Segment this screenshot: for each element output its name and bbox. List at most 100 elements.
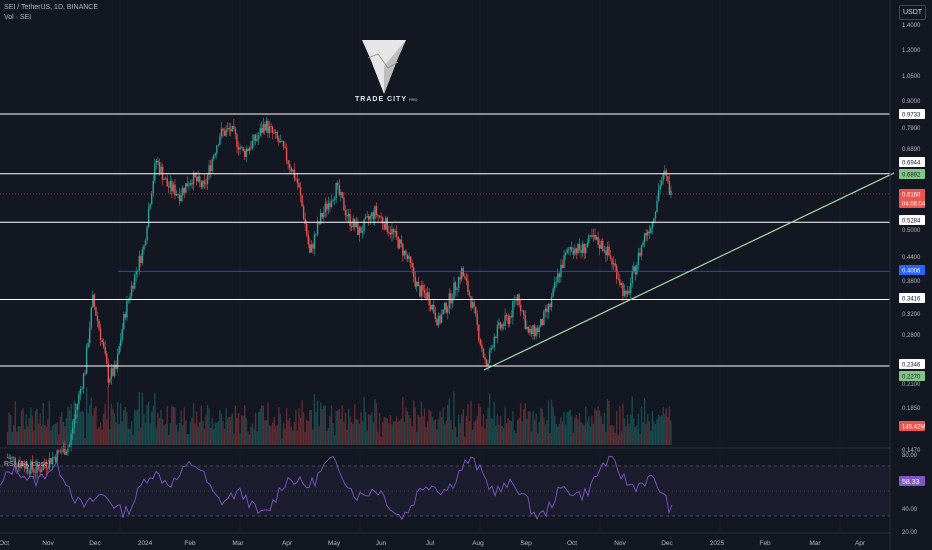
volume-legend[interactable]: Vol · SEI <box>4 14 32 21</box>
price-tick: 1.0500 <box>902 74 921 80</box>
volume-bar <box>236 417 238 445</box>
volume-bar <box>34 411 37 445</box>
volume-bar <box>360 412 362 445</box>
ascending-trendline[interactable] <box>483 172 895 371</box>
candle-body <box>288 163 291 168</box>
volume-bar <box>203 428 206 445</box>
candle-body <box>275 132 277 134</box>
rsi-legend[interactable]: RSI (14, close) <box>4 461 51 468</box>
candle-body <box>498 322 500 326</box>
volume-bar <box>28 418 30 445</box>
candle-body <box>124 314 127 318</box>
volume-bar <box>271 422 274 445</box>
volume-bar <box>319 402 322 445</box>
volume-bar <box>543 417 545 445</box>
volume-bar <box>174 407 176 445</box>
candle-body <box>23 466 26 469</box>
candle-body <box>403 250 406 256</box>
candle-body <box>70 433 72 445</box>
volume-bar <box>625 425 627 445</box>
volume-bar <box>110 403 113 445</box>
candle-body <box>574 248 576 255</box>
volume-bar <box>337 410 339 445</box>
volume-bar <box>33 430 35 445</box>
candle-body <box>375 206 378 216</box>
horizontal-levels[interactable] <box>0 113 890 367</box>
candle-body <box>572 251 575 255</box>
candle-body <box>47 468 49 469</box>
candle-body <box>82 373 85 389</box>
volume-bar <box>197 426 199 445</box>
candle-body <box>648 231 650 233</box>
volume-bar <box>90 397 92 445</box>
volume-bar <box>639 434 641 445</box>
candle-body <box>273 132 275 134</box>
candle-body <box>662 173 664 181</box>
volume-bar <box>177 431 179 445</box>
candle-body <box>540 319 542 327</box>
volume-bar <box>637 413 640 445</box>
price-axis-labels: 0.9733 0.6944 0.6892 0.6160 04:06:04 0.5284 0.… <box>899 109 926 431</box>
candle-body <box>58 450 60 452</box>
candle-body <box>166 178 168 187</box>
volume-bar <box>378 412 381 445</box>
candle-body <box>465 277 468 281</box>
volume-bar <box>555 423 557 445</box>
time-axis-labels: Oct Nov Dec 2024 Feb Mar Apr May Jun Jul Aug Sep Oct… <box>0 540 866 547</box>
volume-bar <box>501 425 503 445</box>
volume-bar <box>392 421 395 445</box>
candle-body <box>513 300 516 302</box>
price-label-badge <box>899 109 925 119</box>
volume-bar <box>87 412 89 445</box>
volume-bar <box>431 416 433 445</box>
volume-bar <box>358 424 361 445</box>
candle-body <box>612 263 615 265</box>
volume-bar <box>419 417 421 445</box>
candle-body <box>101 340 103 342</box>
volume-bar <box>653 420 655 445</box>
volume-bar <box>340 418 342 445</box>
symbol-legend[interactable]: SEI / TetherUS, 1D, BINANCE <box>4 4 99 11</box>
volume-bar <box>389 415 392 445</box>
candle-body <box>236 134 238 147</box>
currency-button[interactable]: USDT <box>899 5 926 20</box>
candle-body <box>253 134 255 141</box>
volume-bar <box>588 416 590 445</box>
candle-body <box>298 183 300 188</box>
candle-body <box>380 217 382 219</box>
volume-bar <box>598 410 601 445</box>
candle-body <box>271 126 274 133</box>
volume-bar <box>330 405 333 445</box>
volume-bar <box>157 412 159 445</box>
candle-body <box>470 296 472 309</box>
volume-bar <box>462 409 464 445</box>
volume-bar <box>240 415 243 445</box>
candle-body <box>6 457 9 459</box>
candle-body <box>53 456 55 458</box>
volume-bar <box>636 425 638 445</box>
candle-body <box>428 292 430 306</box>
volume-bar <box>536 433 539 445</box>
candle-body <box>550 296 553 308</box>
price-label-badge <box>899 421 925 431</box>
volume-bar <box>552 406 554 445</box>
candle-body <box>346 215 348 217</box>
candle-body <box>20 462 23 468</box>
volume-bar <box>352 424 354 445</box>
candle-body <box>598 244 601 249</box>
candle-body <box>92 294 94 308</box>
candle-body <box>84 373 86 375</box>
volume-bar <box>31 415 34 445</box>
volume-bar <box>113 413 116 445</box>
candle-body <box>278 138 280 143</box>
candle-body <box>113 364 116 376</box>
volume-bar <box>451 429 454 445</box>
volume-bar <box>595 410 598 445</box>
volume-bar <box>495 425 497 445</box>
candle-body <box>96 315 99 321</box>
price-label: 0.6892 <box>902 173 921 179</box>
candle-body <box>544 308 547 312</box>
candle-body <box>389 232 392 235</box>
candle-body <box>603 250 606 252</box>
